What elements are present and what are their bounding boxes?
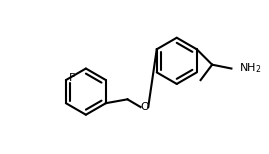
Text: F: F [69, 73, 75, 83]
Text: NH$_2$: NH$_2$ [239, 62, 262, 75]
Text: O: O [140, 102, 149, 112]
